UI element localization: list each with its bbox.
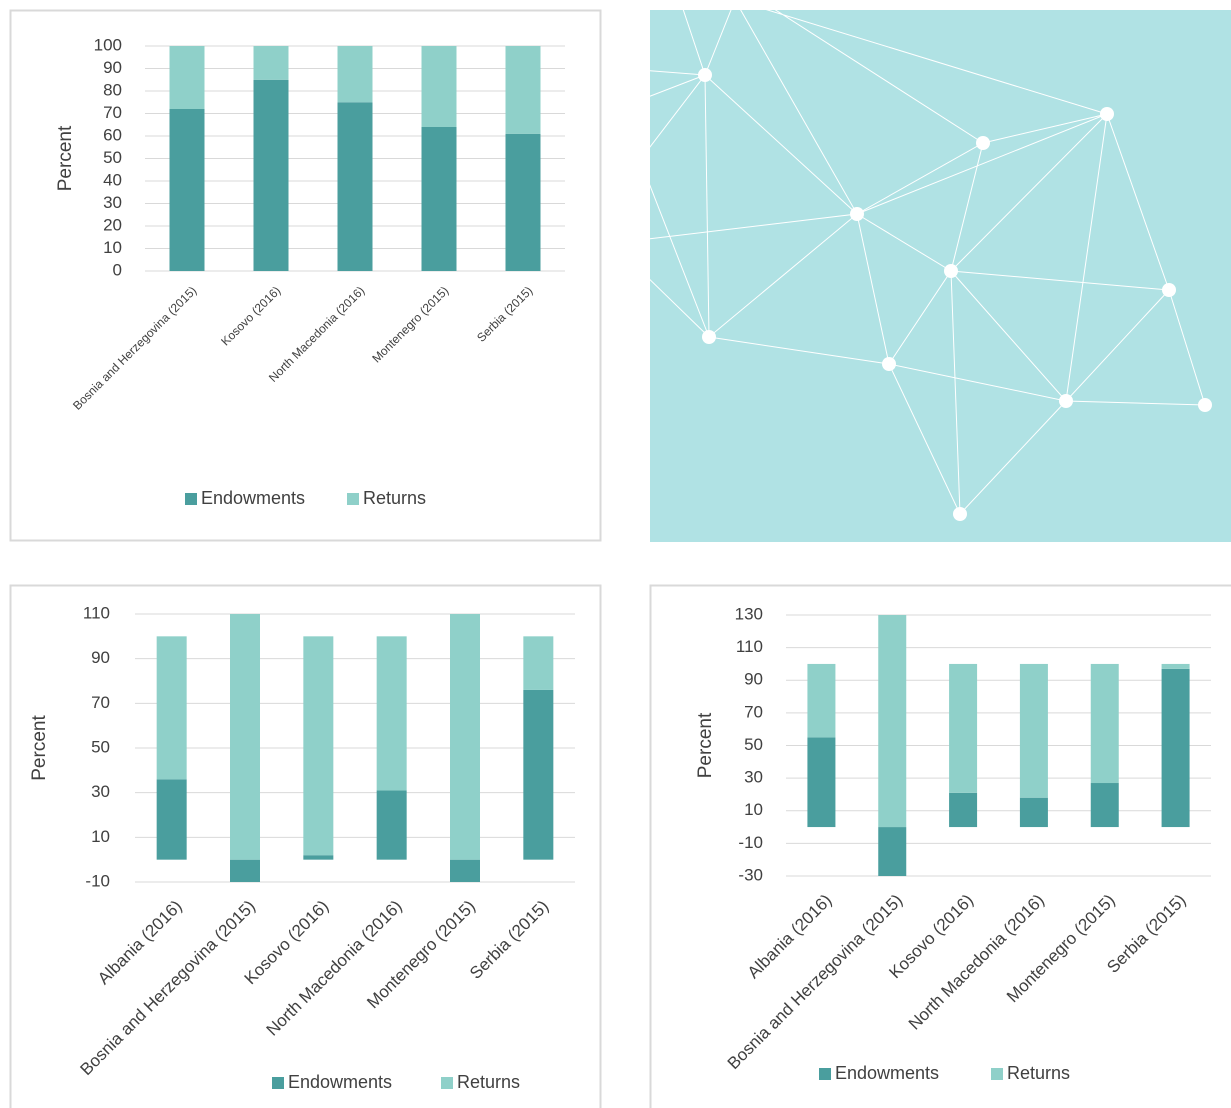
- legend-swatch: [185, 493, 197, 505]
- y-tick-label: 10: [103, 238, 122, 257]
- bar: [1161, 668, 1190, 828]
- bar: [156, 636, 187, 780]
- legend-label: Endowments: [835, 1063, 939, 1083]
- chart-frame: [9, 9, 602, 542]
- y-tick-label: 10: [744, 800, 763, 819]
- y-tick-label: 100: [94, 35, 122, 54]
- y-tick-label: 30: [103, 193, 122, 212]
- bar: [523, 689, 554, 860]
- y-tick-label: -30: [738, 865, 763, 884]
- y-tick-label: 60: [103, 125, 122, 144]
- bar: [169, 109, 205, 271]
- bar: [1019, 663, 1048, 798]
- bar: [1090, 783, 1119, 828]
- bar: [949, 792, 978, 828]
- y-tick-label: 50: [744, 735, 763, 754]
- bar: [303, 636, 334, 856]
- y-tick-label: 80: [103, 80, 122, 99]
- bar: [949, 663, 978, 793]
- bar: [505, 46, 541, 134]
- legend-swatch: [441, 1077, 453, 1089]
- y-tick-label: 70: [744, 702, 763, 721]
- bar: [337, 102, 373, 271]
- bar: [253, 46, 289, 80]
- bar: [376, 636, 407, 791]
- y-axis-title: Percent: [55, 125, 76, 191]
- y-tick-label: 110: [736, 637, 763, 656]
- bar: [878, 615, 907, 828]
- bar: [169, 46, 205, 109]
- y-tick-label: 90: [744, 670, 763, 689]
- legend-swatch: [272, 1077, 284, 1089]
- bar: [337, 46, 373, 103]
- y-axis-title: Percent: [695, 712, 716, 778]
- bar: [253, 79, 289, 271]
- bar: [156, 779, 187, 860]
- y-tick-label: 50: [103, 148, 122, 167]
- legend-label: Endowments: [201, 488, 305, 508]
- y-tick-label: -10: [738, 833, 763, 852]
- legend-swatch: [819, 1068, 831, 1080]
- bar: [230, 859, 260, 882]
- bar: [1090, 663, 1119, 784]
- y-tick-label: 50: [91, 737, 110, 756]
- bar: [1161, 663, 1190, 669]
- bar: [376, 790, 407, 860]
- y-tick-label: 0: [113, 260, 122, 279]
- y-tick-label: 40: [103, 170, 122, 189]
- bar: [230, 614, 260, 860]
- legend-swatch: [347, 493, 359, 505]
- y-tick-label: 90: [91, 648, 110, 667]
- y-tick-label: 90: [103, 58, 122, 77]
- y-tick-label: 130: [735, 604, 763, 623]
- chart-frame: [649, 584, 1231, 1108]
- bar: [421, 46, 457, 127]
- y-tick-label: 30: [91, 782, 110, 801]
- y-tick-label: 70: [91, 693, 110, 712]
- legend-label: Returns: [457, 1072, 520, 1092]
- bar: [450, 614, 480, 860]
- legend-swatch: [991, 1068, 1003, 1080]
- y-axis-title: Percent: [29, 715, 50, 781]
- legend-label: Returns: [1007, 1063, 1070, 1083]
- legend-label: Endowments: [288, 1072, 392, 1092]
- bar: [878, 827, 907, 876]
- y-tick-label: 20: [103, 215, 122, 234]
- bar: [807, 663, 836, 738]
- bar: [450, 859, 480, 882]
- y-tick-label: 10: [91, 827, 110, 846]
- legend-label: Returns: [363, 488, 426, 508]
- y-tick-label: 30: [744, 768, 763, 787]
- bar: [505, 133, 541, 271]
- bar: [421, 127, 457, 271]
- y-tick-label: -10: [85, 871, 110, 890]
- bar: [807, 737, 836, 828]
- bar: [523, 636, 554, 690]
- bar: [1019, 797, 1048, 828]
- bar: [303, 855, 334, 860]
- y-tick-label: 70: [103, 103, 122, 122]
- network-graphic: [650, 10, 1231, 542]
- y-tick-label: 110: [83, 603, 110, 622]
